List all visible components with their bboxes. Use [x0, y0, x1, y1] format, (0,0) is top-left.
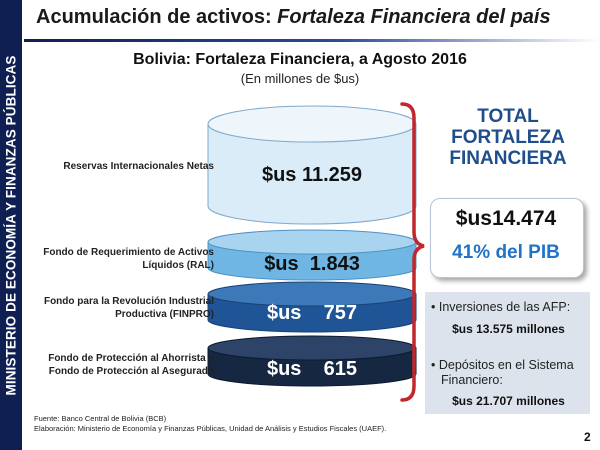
value-label-finpro: $us 757 [266, 302, 358, 324]
slide-title-italic: Fortaleza Financiera del país [277, 6, 551, 28]
chart-title: Bolivia: Fortaleza Financiera, a Agosto … [133, 51, 467, 68]
detail-deposits-amount: $us 21.707 millones [452, 394, 565, 408]
detail-panel: • Inversiones de las AFP: $us 13.575 mil… [425, 292, 590, 414]
total-title: TOTAL FORTALEZA FINANCIERA [449, 106, 567, 169]
sidebar-band [0, 0, 22, 450]
row-label-ral: Fondo de Requerimiento de Activos Líquid… [43, 247, 214, 271]
row-label-fpa: Fondo de Protección al Ahorrista y Fondo… [48, 353, 214, 377]
total-value: $us14.474 [455, 207, 557, 230]
detail-afp-amount: $us 13.575 millones [452, 322, 565, 336]
detail-deposits-label-2: Financiero: [441, 373, 503, 387]
cylinder-finpro [207, 281, 417, 333]
detail-item-afp: • Inversiones de las AFP: $us 13.575 mil… [431, 300, 586, 336]
footer-source: Fuente: Banco Central de Bolivia (BCB) [34, 414, 167, 423]
cylinder-rin [207, 105, 417, 225]
footer-notes: Fuente: Banco Central de Bolivia (BCB) E… [34, 414, 386, 434]
total-box [430, 198, 584, 278]
detail-afp-label: Inversiones de las AFP: [438, 300, 571, 314]
row-label-rin: Reservas Internacionales Netas [63, 161, 214, 172]
slide-title: Acumulación de activos: Fortaleza Financ… [36, 6, 551, 29]
page-number: 2 [584, 430, 591, 444]
row-label-finpro: Fondo para la Revolución Industrial Prod… [43, 296, 214, 320]
cylinder-fpa [207, 335, 417, 387]
chart-subtitle: (En millones de $us) [240, 71, 360, 86]
total-pib-share: 41% del PIB [452, 242, 560, 263]
detail-item-deposits: • Depósitos en el Sistema Financiero: $u… [431, 358, 586, 408]
detail-deposits-label-1: Depósitos en el Sistema [438, 358, 574, 372]
value-label-rin: $us 11.259 [261, 164, 363, 186]
slide-title-plain: Acumulación de activos: [36, 6, 278, 28]
value-label-fpa: $us 615 [266, 358, 358, 380]
header-divider [24, 39, 600, 42]
cylinder-ral [207, 229, 417, 281]
footer-elaboration: Elaboración: Ministerio de Economía y Fi… [34, 424, 387, 433]
value-label-ral: $us 1.843 [264, 253, 360, 275]
total-brace [400, 102, 425, 402]
